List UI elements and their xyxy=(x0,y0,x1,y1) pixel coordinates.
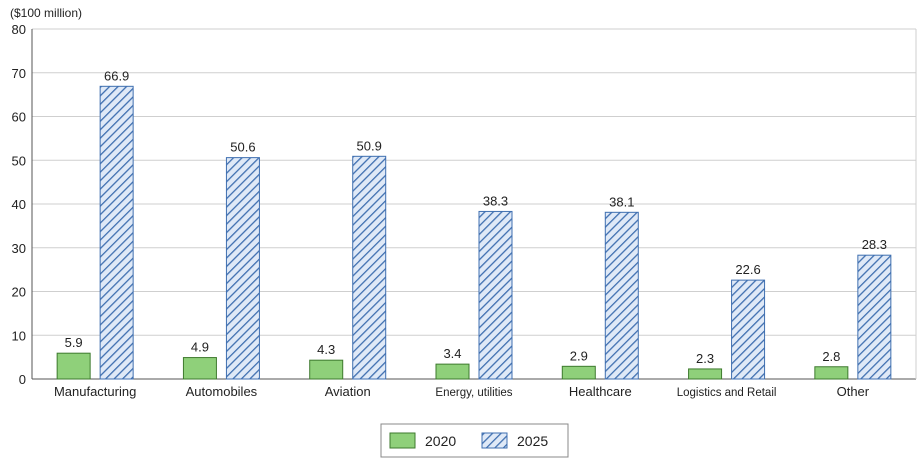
y-tick-label: 70 xyxy=(12,66,26,81)
y-tick-label: 0 xyxy=(19,372,26,387)
data-label-2020: 4.9 xyxy=(191,340,209,355)
data-label-2025: 50.9 xyxy=(357,138,382,153)
data-label-2025: 22.6 xyxy=(735,262,760,277)
data-label-2020: 4.3 xyxy=(317,342,335,357)
y-tick-label: 80 xyxy=(12,22,26,37)
y-tick-label: 40 xyxy=(12,197,26,212)
category-label: Energy, utilities xyxy=(435,387,512,399)
bar-2020 xyxy=(56,352,91,380)
bar-2020 xyxy=(182,357,217,380)
legend-label-2020: 2020 xyxy=(425,433,456,449)
legend-label-2025: 2025 xyxy=(517,433,548,449)
bar-2020 xyxy=(309,359,344,380)
y-tick-label: 60 xyxy=(12,110,26,125)
data-labels: 5.9 66.9 4.9 50.6 4.3 50.9 3.4 38.3 2.9 38.1 2.3 22… xyxy=(65,68,887,366)
bar-2020 xyxy=(435,363,470,380)
bar-2025 xyxy=(478,210,513,380)
y-axis-ticks: 0 10 20 30 40 50 60 70 80 xyxy=(12,22,26,387)
bar-2025 xyxy=(731,279,766,380)
category-label: Healthcare xyxy=(569,384,632,399)
category-label: Manufacturing xyxy=(54,384,136,399)
data-label-2025: 66.9 xyxy=(104,68,129,83)
bar-2020 xyxy=(561,365,596,380)
data-label-2025: 50.6 xyxy=(230,140,255,155)
category-label: Automobiles xyxy=(186,384,258,399)
category-label: Other xyxy=(837,384,870,399)
data-label-2020: 5.9 xyxy=(65,335,83,350)
y-tick-label: 10 xyxy=(12,328,26,343)
bar-2020 xyxy=(688,368,723,380)
unit-label: ($100 million) xyxy=(10,6,82,20)
bar-2020 xyxy=(814,366,849,380)
bar-2025 xyxy=(604,211,639,380)
y-tick-label: 20 xyxy=(12,285,26,300)
y-tick-label: 30 xyxy=(12,241,26,256)
data-label-2025: 28.3 xyxy=(862,237,887,252)
bar-2025 xyxy=(857,254,892,380)
gridlines xyxy=(31,28,917,380)
x-axis-labels: Manufacturing Automobiles Aviation Energy, … xyxy=(54,384,870,399)
bar-2025 xyxy=(99,85,134,380)
bars xyxy=(56,85,892,380)
legend: 2020 2025 xyxy=(380,423,569,458)
y-tick-label: 50 xyxy=(12,153,26,168)
data-label-2020: 2.8 xyxy=(822,349,840,364)
data-label-2025: 38.1 xyxy=(609,194,634,209)
category-label: Logistics and Retail xyxy=(677,387,777,399)
legend-swatch-2020 xyxy=(389,432,416,449)
data-label-2025: 38.3 xyxy=(483,193,508,208)
bar-2025 xyxy=(352,155,387,380)
bar-2025 xyxy=(225,157,260,380)
legend-swatch-2025 xyxy=(481,432,508,449)
data-label-2020: 2.3 xyxy=(696,351,714,366)
data-label-2020: 2.9 xyxy=(570,348,588,363)
data-label-2020: 3.4 xyxy=(443,346,461,361)
category-label: Aviation xyxy=(325,384,371,399)
